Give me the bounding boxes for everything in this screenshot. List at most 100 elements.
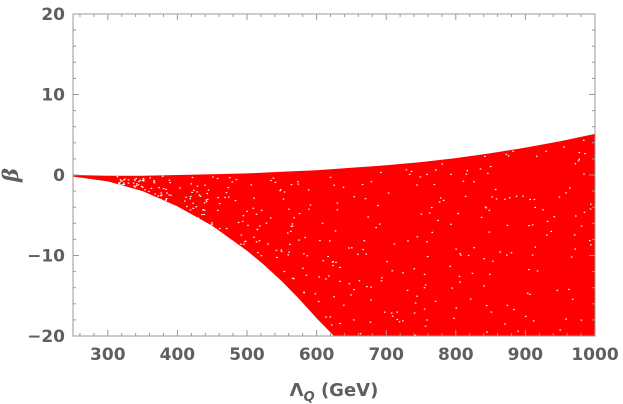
speckle: [529, 293, 531, 295]
speckle: [123, 182, 125, 184]
speckle: [483, 285, 485, 287]
speckle: [426, 241, 428, 243]
speckle: [244, 241, 246, 243]
speckle: [426, 173, 428, 175]
speckle: [260, 255, 263, 257]
speckle: [189, 209, 192, 211]
speckle: [571, 298, 574, 300]
x-tick-label: 400: [160, 345, 196, 365]
speckle: [288, 251, 290, 253]
speckle: [435, 169, 437, 171]
speckle: [140, 185, 143, 187]
speckle: [550, 230, 553, 232]
speckle: [517, 330, 519, 332]
x-axis-label-symbol: Λ: [290, 380, 304, 401]
speckle: [332, 264, 334, 267]
speckle: [280, 249, 283, 251]
speckle: [203, 213, 205, 216]
speckle: [336, 202, 339, 204]
speckle: [583, 211, 586, 213]
speckle: [467, 254, 470, 257]
speckle: [398, 321, 401, 323]
speckle: [379, 223, 381, 225]
speckle: [441, 163, 443, 165]
speckle: [460, 254, 462, 256]
speckle: [229, 177, 231, 179]
speckle: [138, 180, 140, 183]
speckle: [352, 319, 355, 321]
speckle: [380, 171, 382, 173]
speckle: [153, 182, 156, 184]
x-tick-label: 700: [368, 345, 404, 365]
speckle: [290, 184, 293, 186]
y-tick-label: −10: [27, 247, 65, 267]
speckle: [449, 265, 451, 267]
speckle: [205, 200, 208, 203]
speckle: [298, 239, 300, 241]
speckle: [568, 288, 570, 290]
speckle: [235, 179, 238, 181]
speckle: [325, 316, 327, 318]
speckle: [473, 181, 475, 183]
speckle: [204, 184, 206, 186]
speckle: [507, 155, 510, 157]
y-tick-label: 20: [41, 5, 65, 25]
speckle: [424, 284, 427, 286]
speckle: [574, 248, 576, 250]
speckle: [563, 146, 565, 148]
speckle: [433, 183, 436, 186]
speckle: [132, 182, 135, 184]
speckle: [532, 320, 535, 322]
speckle: [515, 195, 518, 197]
speckle: [297, 183, 300, 185]
speckle: [289, 243, 291, 245]
speckle: [196, 191, 198, 193]
speckle: [165, 199, 167, 201]
speckle: [386, 261, 388, 263]
speckle: [531, 224, 534, 226]
speckle: [142, 178, 145, 180]
speckle: [270, 179, 272, 182]
speckle: [529, 198, 531, 200]
speckle: [546, 220, 549, 222]
speckle: [328, 275, 330, 277]
y-axis-label: β: [0, 168, 23, 183]
speckle: [416, 184, 418, 186]
speckle: [203, 209, 206, 211]
speckle: [282, 198, 285, 200]
speckle: [168, 194, 170, 196]
speckle: [383, 311, 386, 313]
speckle: [488, 231, 491, 233]
speckle: [361, 183, 364, 186]
speckle: [416, 295, 418, 297]
speckle: [133, 179, 136, 181]
speckle: [242, 215, 245, 217]
speckle: [279, 190, 281, 192]
speckle: [148, 190, 150, 193]
speckle: [339, 266, 341, 268]
x-axis-label-subscript: Q: [304, 390, 315, 404]
speckle: [465, 173, 468, 175]
x-axis-label: ΛQ (GeV): [290, 380, 379, 404]
speckle: [283, 270, 286, 273]
speckle: [589, 208, 592, 210]
speckle: [535, 155, 538, 157]
speckle: [120, 184, 122, 186]
speckle: [485, 207, 488, 209]
speckle: [267, 243, 269, 245]
speckle: [211, 222, 213, 224]
speckle: [365, 253, 368, 255]
speckle: [370, 286, 372, 288]
speckle: [298, 213, 301, 215]
speckle: [123, 179, 125, 181]
speckle: [414, 302, 417, 304]
speckle: [528, 225, 530, 227]
speckle: [227, 187, 230, 189]
speckle: [350, 294, 352, 296]
speckle: [339, 322, 341, 325]
speckle: [150, 187, 153, 189]
speckle: [439, 197, 442, 199]
speckle: [510, 252, 513, 254]
speckle: [531, 254, 534, 256]
